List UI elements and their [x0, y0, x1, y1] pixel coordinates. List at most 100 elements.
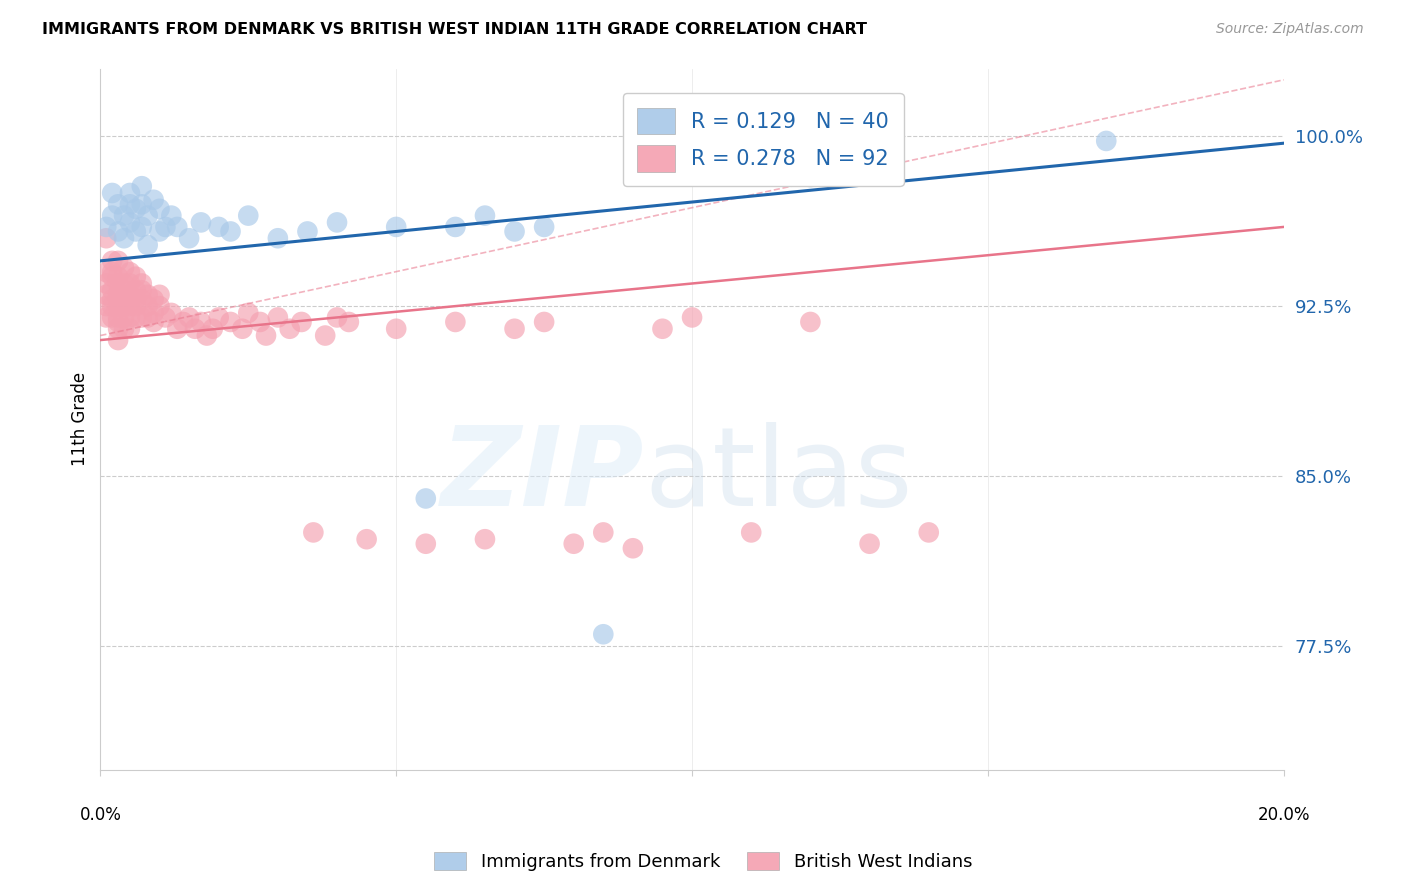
- Point: [155, 310, 177, 325]
- Point: [160, 306, 183, 320]
- Point: [107, 253, 129, 268]
- Point: [219, 224, 242, 238]
- Point: [118, 215, 141, 229]
- Point: [125, 283, 148, 297]
- Point: [219, 315, 242, 329]
- Point: [297, 224, 319, 238]
- Point: [179, 310, 201, 325]
- Point: [118, 293, 141, 307]
- Point: [131, 219, 153, 234]
- Point: [918, 525, 941, 540]
- Point: [101, 293, 124, 307]
- Point: [125, 224, 148, 238]
- Point: [125, 293, 148, 307]
- Point: [112, 283, 135, 297]
- Point: [681, 310, 703, 325]
- Point: [148, 299, 170, 313]
- Point: [415, 537, 437, 551]
- Point: [415, 491, 437, 506]
- Point: [249, 315, 271, 329]
- Text: IMMIGRANTS FROM DENMARK VS BRITISH WEST INDIAN 11TH GRADE CORRELATION CHART: IMMIGRANTS FROM DENMARK VS BRITISH WEST …: [42, 22, 868, 37]
- Point: [101, 283, 124, 297]
- Point: [337, 315, 360, 329]
- Point: [131, 283, 153, 297]
- Point: [125, 202, 148, 216]
- Point: [208, 219, 231, 234]
- Point: [136, 288, 159, 302]
- Point: [142, 193, 165, 207]
- Point: [101, 299, 124, 313]
- Point: [131, 179, 153, 194]
- Point: [112, 293, 135, 307]
- Point: [503, 322, 526, 336]
- Point: [592, 627, 614, 641]
- Point: [254, 328, 277, 343]
- Point: [474, 209, 496, 223]
- Point: [131, 197, 153, 211]
- Point: [118, 322, 141, 336]
- Point: [385, 219, 408, 234]
- Point: [148, 288, 170, 302]
- Point: [131, 293, 153, 307]
- Point: [740, 525, 762, 540]
- Point: [799, 315, 821, 329]
- Point: [356, 532, 378, 546]
- Point: [190, 215, 212, 229]
- Point: [562, 537, 585, 551]
- Point: [238, 209, 260, 223]
- Text: ZIP: ZIP: [441, 422, 645, 529]
- Text: 0.0%: 0.0%: [79, 806, 121, 824]
- Point: [112, 322, 135, 336]
- Point: [148, 224, 170, 238]
- Point: [101, 269, 124, 284]
- Point: [107, 293, 129, 307]
- Point: [107, 333, 129, 347]
- Point: [190, 315, 212, 329]
- Point: [118, 299, 141, 313]
- Point: [160, 209, 183, 223]
- Point: [96, 299, 118, 313]
- Point: [136, 238, 159, 252]
- Point: [208, 310, 231, 325]
- Point: [621, 541, 644, 556]
- Point: [112, 299, 135, 313]
- Point: [118, 197, 141, 211]
- Point: [1095, 134, 1118, 148]
- Point: [101, 310, 124, 325]
- Point: [136, 209, 159, 223]
- Point: [201, 322, 224, 336]
- Point: [125, 299, 148, 313]
- Point: [112, 209, 135, 223]
- Point: [101, 265, 124, 279]
- Point: [118, 310, 141, 325]
- Point: [96, 219, 118, 234]
- Text: 20.0%: 20.0%: [1257, 806, 1310, 824]
- Point: [107, 277, 129, 291]
- Point: [118, 277, 141, 291]
- Point: [101, 209, 124, 223]
- Point: [112, 310, 135, 325]
- Point: [142, 293, 165, 307]
- Point: [267, 310, 290, 325]
- Point: [96, 277, 118, 291]
- Point: [118, 186, 141, 200]
- Point: [125, 310, 148, 325]
- Point: [118, 265, 141, 279]
- Point: [166, 322, 188, 336]
- Point: [592, 525, 614, 540]
- Point: [533, 219, 555, 234]
- Point: [231, 322, 253, 336]
- Point: [184, 322, 207, 336]
- Point: [172, 315, 194, 329]
- Point: [107, 299, 129, 313]
- Point: [385, 322, 408, 336]
- Point: [179, 231, 201, 245]
- Point: [302, 525, 325, 540]
- Point: [131, 310, 153, 325]
- Point: [142, 315, 165, 329]
- Point: [101, 186, 124, 200]
- Point: [142, 306, 165, 320]
- Point: [107, 315, 129, 329]
- Point: [267, 231, 290, 245]
- Point: [136, 310, 159, 325]
